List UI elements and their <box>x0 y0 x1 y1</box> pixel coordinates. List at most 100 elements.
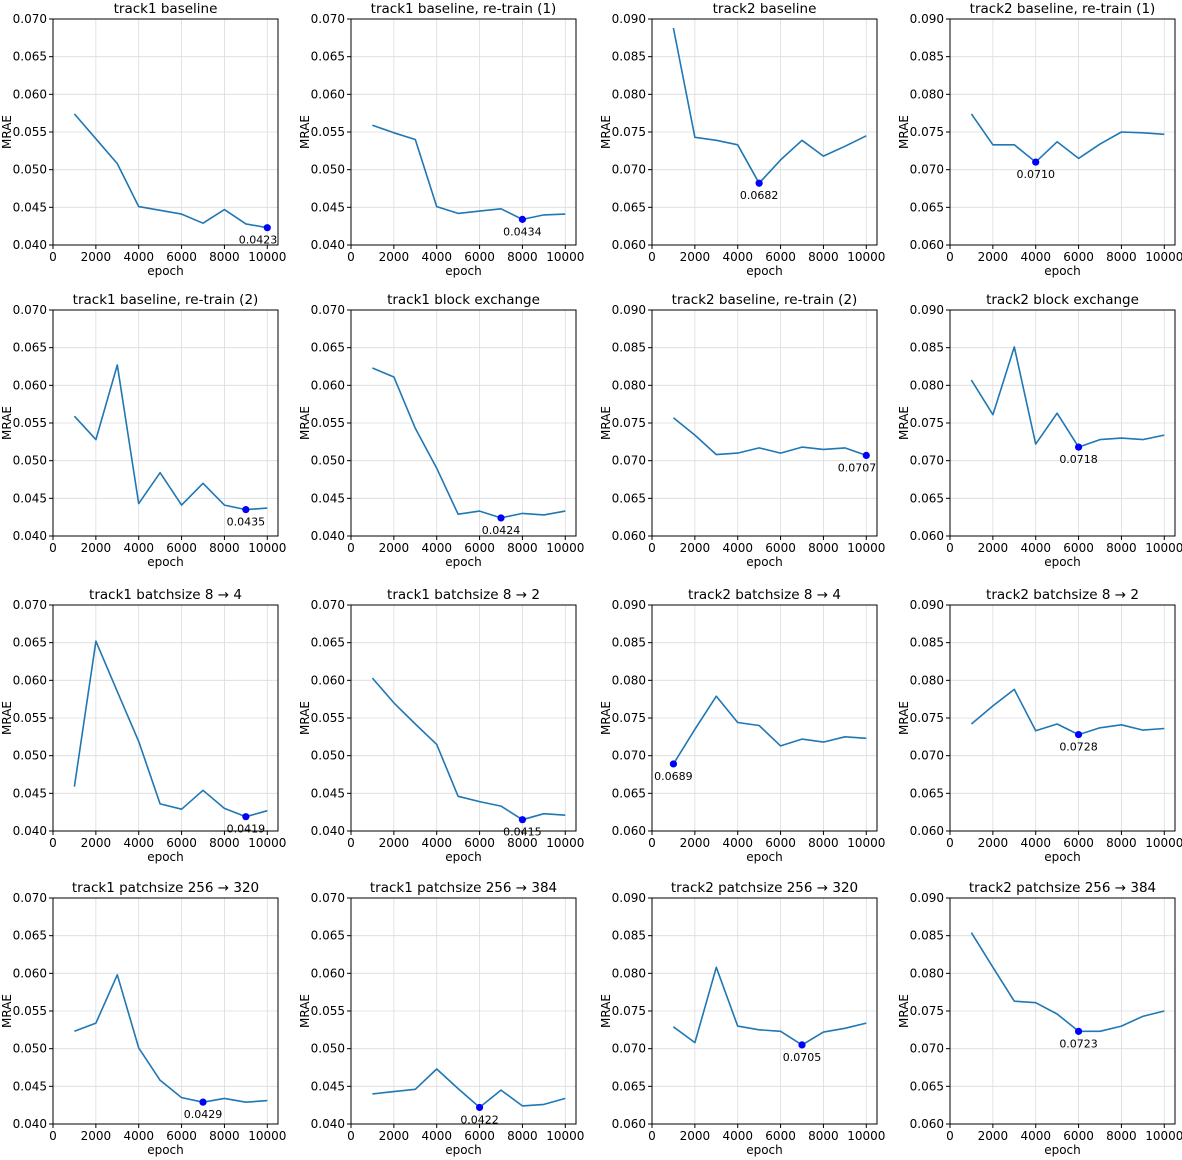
x-axis-label: epoch <box>147 264 184 278</box>
x-tick-label: 2000 <box>978 1129 1009 1143</box>
x-tick-label: 2000 <box>81 836 112 850</box>
x-tick-label: 4000 <box>123 836 154 850</box>
x-tick-label: 8000 <box>507 1129 538 1143</box>
y-tick-label: 0.075 <box>910 416 944 430</box>
x-tick-label: 6000 <box>464 836 495 850</box>
y-tick-label: 0.045 <box>311 491 345 505</box>
x-tick-label: 8000 <box>1106 836 1137 850</box>
x-tick-label: 6000 <box>765 541 796 555</box>
y-tick-label: 0.075 <box>612 711 646 725</box>
data-line <box>74 973 268 1103</box>
data-line <box>372 1068 566 1109</box>
x-tick-label: 0 <box>648 541 656 555</box>
y-tick-label: 0.065 <box>311 636 345 650</box>
y-tick-label: 0.060 <box>311 673 345 687</box>
best-point-label: 0.0419 <box>227 823 266 836</box>
y-tick-label: 0.060 <box>13 673 47 687</box>
x-tick-label: 6000 <box>765 836 796 850</box>
x-tick-label: 6000 <box>166 836 197 850</box>
y-tick-label: 0.080 <box>910 87 944 101</box>
x-tick-label: 4000 <box>421 1129 452 1143</box>
subplot-7: 0.060 0.065 0.070 0.075 0.080 0.085 0.090 0 2000… <box>599 292 885 569</box>
y-axis-label: MRAE <box>897 701 911 735</box>
y-tick-label: 0.065 <box>910 200 944 214</box>
x-tick-label: 4000 <box>1020 1129 1051 1143</box>
best-point-marker <box>497 514 505 522</box>
y-tick-label: 0.090 <box>910 598 944 612</box>
x-tick-label: 10000 <box>546 836 584 850</box>
chart-title: track1 baseline <box>114 1 218 17</box>
subplot-10: 0.040 0.045 0.050 0.055 0.060 0.065 0.070 0 2000… <box>298 587 584 864</box>
y-tick-label: 0.090 <box>910 303 944 317</box>
y-tick-label: 0.040 <box>13 238 47 252</box>
y-axis-label: MRAE <box>298 406 312 440</box>
y-tick-label: 0.065 <box>612 200 646 214</box>
x-tick-label: 6000 <box>464 541 495 555</box>
y-tick-label: 0.070 <box>612 163 646 177</box>
subplot-4: 0.060 0.065 0.070 0.075 0.080 0.085 0.090 0 2000… <box>897 1 1182 278</box>
x-axis-label: epoch <box>746 1143 783 1157</box>
x-tick-label: 8000 <box>209 541 240 555</box>
y-tick-label: 0.060 <box>910 238 944 252</box>
x-tick-label: 0 <box>946 836 954 850</box>
x-tick-label: 6000 <box>464 250 495 264</box>
y-tick-label: 0.060 <box>910 529 944 543</box>
best-point-label: 0.0415 <box>503 826 542 839</box>
data-line <box>970 113 1165 163</box>
y-tick-label: 0.050 <box>13 749 47 763</box>
x-tick-label: 10000 <box>847 1129 885 1143</box>
y-tick-label: 0.060 <box>910 1117 944 1131</box>
x-tick-label: 2000 <box>379 836 410 850</box>
best-point-label: 0.0429 <box>184 1108 223 1121</box>
best-point-label: 0.0705 <box>783 1051 822 1064</box>
x-axis-label: epoch <box>445 850 482 864</box>
best-point-marker <box>862 451 870 459</box>
y-tick-label: 0.080 <box>910 966 944 980</box>
data-line <box>970 346 1165 448</box>
best-point-label: 0.0723 <box>1059 1037 1098 1050</box>
y-axis-label: MRAE <box>0 115 14 149</box>
y-tick-label: 0.050 <box>13 1042 47 1056</box>
y-axis-label: MRAE <box>0 994 14 1028</box>
subplot-2: 0.040 0.045 0.050 0.055 0.060 0.065 0.070 0 2000… <box>298 1 584 278</box>
y-tick-label: 0.070 <box>311 891 345 905</box>
chart-title: track2 baseline <box>713 1 817 17</box>
x-tick-label: 10000 <box>847 836 885 850</box>
x-tick-label: 6000 <box>166 1129 197 1143</box>
x-tick-label: 0 <box>347 1129 355 1143</box>
best-point-label: 0.0435 <box>227 516 266 529</box>
data-line <box>970 688 1165 736</box>
y-tick-label: 0.055 <box>311 1004 345 1018</box>
y-tick-label: 0.045 <box>311 786 345 800</box>
y-tick-label: 0.060 <box>612 824 646 838</box>
best-point-label: 0.0423 <box>239 234 278 247</box>
x-tick-label: 0 <box>49 836 57 850</box>
x-tick-label: 4000 <box>123 1129 154 1143</box>
subplot-3: 0.060 0.065 0.070 0.075 0.080 0.085 0.090 0 2000… <box>599 1 885 278</box>
data-line <box>672 695 867 765</box>
x-tick-label: 2000 <box>680 541 711 555</box>
x-tick-label: 2000 <box>680 1129 711 1143</box>
y-tick-label: 0.080 <box>612 966 646 980</box>
y-tick-label: 0.055 <box>311 125 345 139</box>
y-tick-label: 0.080 <box>910 673 944 687</box>
y-tick-label: 0.040 <box>13 1117 47 1131</box>
y-tick-label: 0.070 <box>612 1042 646 1056</box>
y-tick-label: 0.065 <box>910 786 944 800</box>
subplot-6: 0.040 0.045 0.050 0.055 0.060 0.065 0.070 0 2000… <box>298 292 584 569</box>
y-tick-label: 0.065 <box>612 786 646 800</box>
y-tick-label: 0.085 <box>612 929 646 943</box>
y-tick-label: 0.060 <box>13 87 47 101</box>
y-tick-label: 0.065 <box>13 341 47 355</box>
chart-title: track2 baseline, re-train (2) <box>672 292 858 308</box>
y-tick-label: 0.065 <box>13 50 47 64</box>
y-tick-label: 0.090 <box>910 12 944 26</box>
x-tick-label: 2000 <box>81 541 112 555</box>
y-axis-label: MRAE <box>599 406 613 440</box>
y-axis-label: MRAE <box>298 115 312 149</box>
x-tick-label: 8000 <box>1106 1129 1137 1143</box>
y-tick-label: 0.085 <box>612 341 646 355</box>
y-tick-label: 0.075 <box>612 125 646 139</box>
y-tick-label: 0.070 <box>910 454 944 468</box>
